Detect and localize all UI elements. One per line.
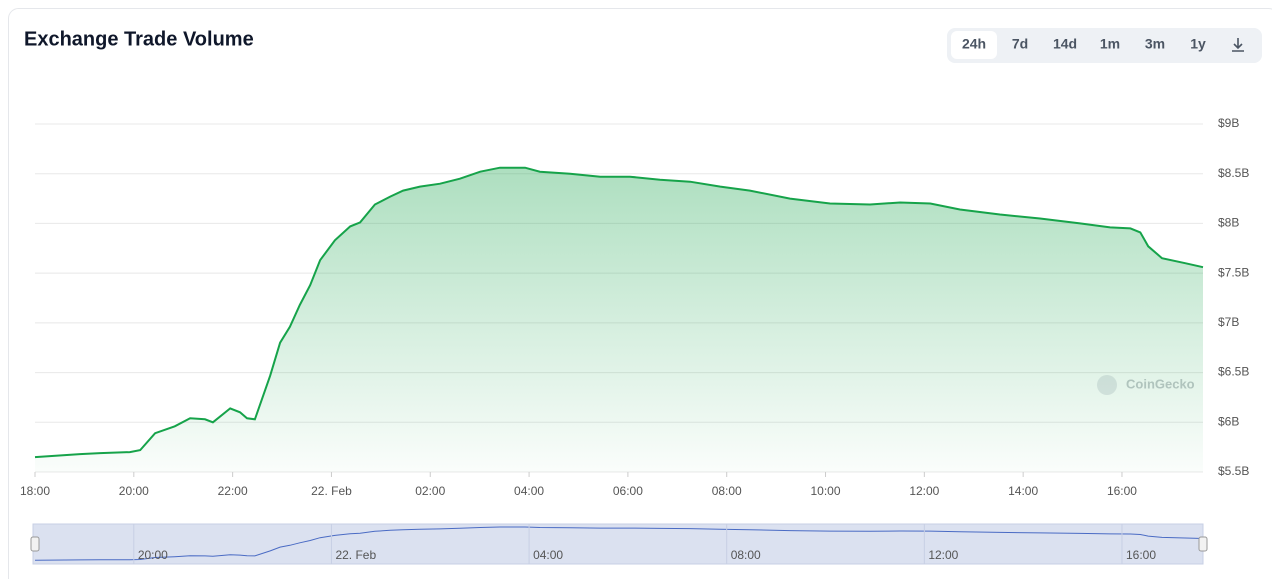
x-tick-label: 14:00: [1008, 484, 1038, 498]
y-tick-label: $6B: [1218, 414, 1239, 428]
range-button[interactable]: 3m: [1145, 36, 1165, 52]
navigator-line: [34, 526, 1204, 561]
range-button-label: 3m: [1145, 36, 1165, 52]
x-tick-label: 22. Feb: [311, 484, 352, 498]
range-button-label: 14d: [1053, 36, 1077, 52]
navigator-handle[interactable]: [30, 536, 40, 552]
x-tick-label: 18:00: [20, 484, 50, 498]
navigator: [32, 523, 1204, 565]
navigator-tick-label: 08:00: [731, 548, 761, 562]
navigator-tick-label: 20:00: [138, 548, 168, 562]
x-tick-label: 12:00: [909, 484, 939, 498]
y-tick-label: $8.5B: [1218, 166, 1249, 180]
range-button-label: 7d: [1012, 36, 1028, 52]
chart-title: Exchange Trade Volume: [24, 28, 254, 50]
y-tick-label: $7.5B: [1218, 265, 1249, 279]
x-tick-label: 20:00: [119, 484, 149, 498]
x-tick-label: 08:00: [712, 484, 742, 498]
y-tick-label: $8B: [1218, 216, 1239, 230]
range-button-label: 1y: [1190, 36, 1206, 52]
navigator-tick-label: 16:00: [1126, 548, 1156, 562]
range-button[interactable]: 1m: [1100, 36, 1120, 52]
range-selector: [947, 28, 1262, 63]
x-tick-label: 02:00: [415, 484, 445, 498]
navigator-tick-label: 22. Feb: [335, 548, 376, 562]
y-tick-label: $7B: [1218, 315, 1239, 329]
y-tick-label: $5.5B: [1218, 464, 1249, 478]
x-tick-label: 10:00: [811, 484, 841, 498]
x-tick-label: 06:00: [613, 484, 643, 498]
range-button[interactable]: 1y: [1190, 36, 1206, 52]
area: [35, 167, 1203, 472]
active-button-bg: [951, 31, 997, 59]
range-button-label: 1m: [1100, 36, 1120, 52]
range-button[interactable]: 14d: [1053, 36, 1077, 52]
x-tick-label: 22:00: [218, 484, 248, 498]
y-tick-label: $6.5B: [1218, 365, 1249, 379]
range-button-label: 24h: [962, 36, 986, 52]
download-button[interactable]: [1232, 38, 1244, 52]
line: [34, 166, 1204, 459]
x-tick-label: 16:00: [1107, 484, 1137, 498]
range-button[interactable]: 7d: [1012, 36, 1028, 52]
x-tick-label: 04:00: [514, 484, 544, 498]
navigator-tick-label: 04:00: [533, 548, 563, 562]
download-icon: [1232, 38, 1244, 52]
navigator-handle[interactable]: [1198, 536, 1208, 552]
navigator-tick-label: 12:00: [928, 548, 958, 562]
y-tick-label: $9B: [1218, 116, 1239, 130]
range-button[interactable]: 24h: [951, 31, 997, 59]
